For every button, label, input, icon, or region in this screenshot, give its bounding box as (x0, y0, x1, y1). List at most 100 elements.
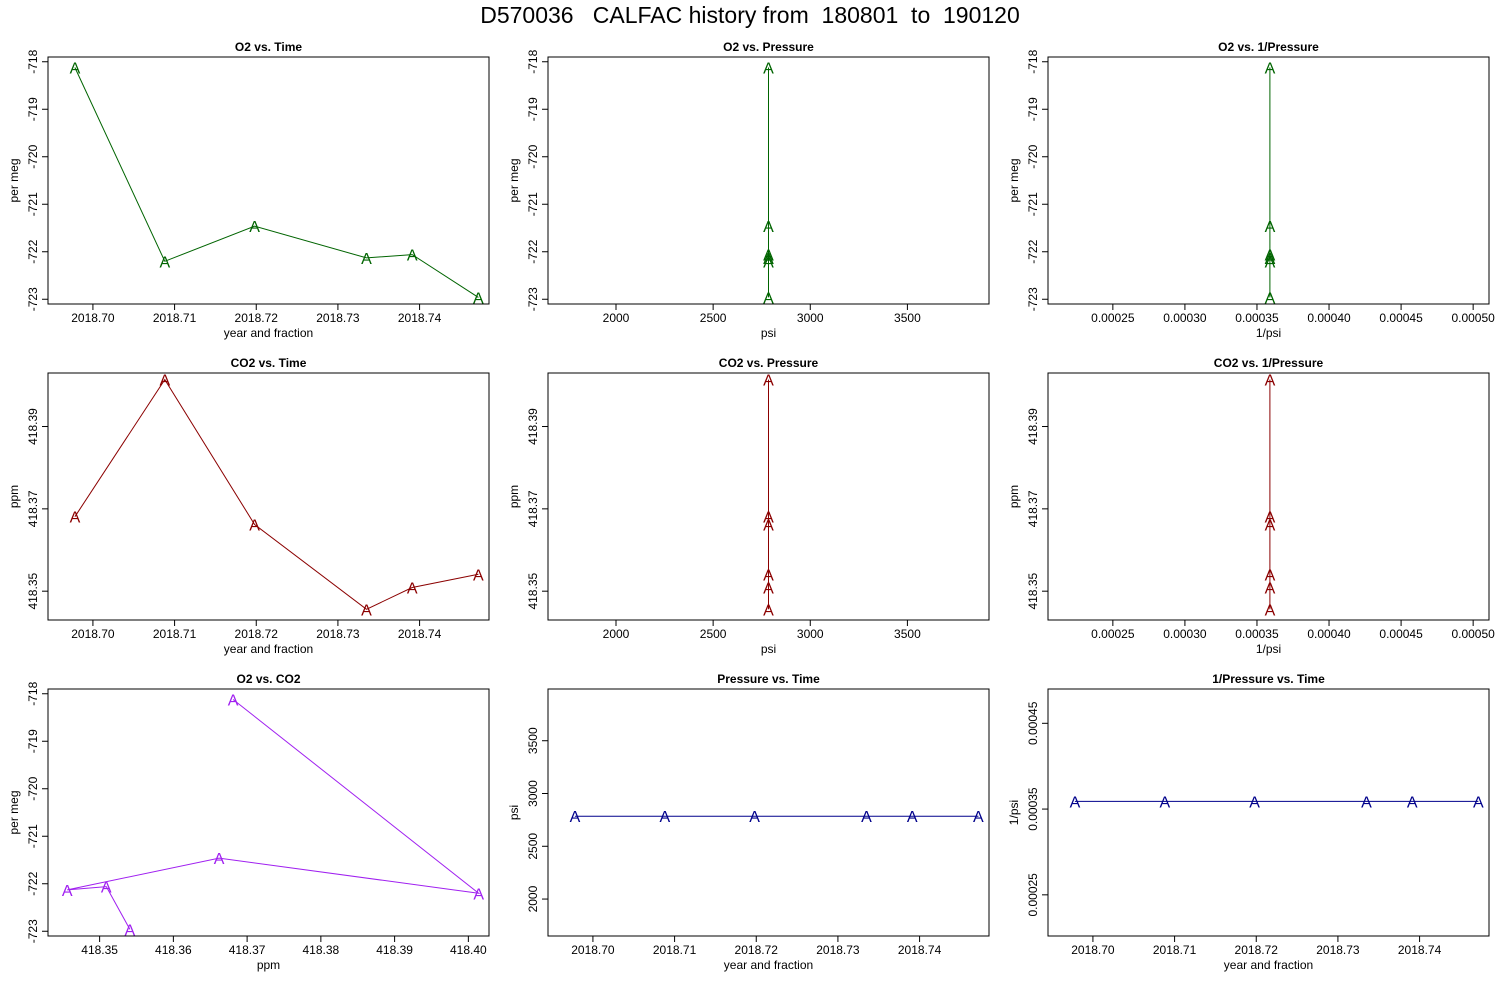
data-point-marker: A (763, 373, 774, 390)
x-axis-label: ppm (257, 958, 280, 972)
series-line (74, 378, 479, 610)
data-point-marker: A (763, 60, 774, 77)
plot-frame (1047, 372, 1490, 621)
x-tick-label: 0.00050 (1451, 627, 1495, 641)
x-tick-label: 2018.74 (898, 943, 942, 957)
y-tick-label: 3500 (526, 727, 540, 754)
panel-title: CO2 vs. 1/Pressure (1214, 356, 1324, 370)
y-tick-label: -723 (26, 919, 40, 943)
y-tick-label: -723 (526, 287, 540, 311)
data-point-marker: A (1265, 602, 1276, 619)
chart-panel-9: 1/Pressure vs. Time 2018.70 2018.71 2018.72… (1007, 672, 1490, 972)
x-tick-label: 2018.73 (316, 627, 360, 641)
y-tick-label: 0.00025 (1026, 873, 1040, 917)
data-point-marker: A (1265, 248, 1276, 265)
y-axis-label: per meg (507, 158, 521, 202)
data-point-marker: A (473, 886, 484, 903)
plot-frame (547, 372, 990, 621)
plot-frame (1047, 56, 1490, 305)
plot-frame (47, 688, 490, 937)
chart-panel-8: Pressure vs. Time 2018.70 2018.71 2018.72 20… (507, 672, 990, 972)
y-tick-label: 418.39 (526, 408, 540, 445)
panel-title: Pressure vs. Time (717, 672, 820, 686)
data-point-marker: A (763, 510, 774, 527)
y-axis-label: ppm (7, 485, 21, 508)
x-tick-label: 2018.70 (71, 311, 115, 325)
data-point-marker: A (659, 809, 670, 826)
data-point-marker: A (62, 883, 73, 900)
y-tick-label: 418.39 (1026, 408, 1040, 445)
data-point-marker: A (70, 510, 81, 527)
x-tick-label: 418.40 (450, 943, 487, 957)
data-point-marker: A (101, 880, 112, 897)
data-point-marker: A (70, 60, 81, 77)
data-point-marker: A (763, 254, 774, 271)
y-tick-label: 418.37 (526, 490, 540, 527)
chart-panel-1: O2 vs. Time 2018.70 2018.71 2018.72 2018.73 2… (7, 40, 490, 340)
x-tick-label: 0.00035 (1235, 311, 1279, 325)
y-tick-label: -723 (26, 287, 40, 311)
data-point-marker: A (1265, 580, 1276, 597)
x-tick-label: 0.00035 (1235, 627, 1279, 641)
chart-panel-5: CO2 vs. Pressure 2000 2500 3000 3500 418.35 41… (507, 356, 990, 656)
chart-panel-6: CO2 vs. 1/Pressure 0.00025 0.00030 0.00035 0… (1007, 356, 1495, 656)
y-tick-label: 2000 (526, 885, 540, 912)
data-point-marker: A (407, 580, 418, 597)
x-tick-label: 0.00045 (1379, 627, 1423, 641)
data-point-marker: A (1265, 219, 1276, 236)
data-point-marker: A (763, 219, 774, 236)
data-point-marker: A (159, 373, 170, 390)
data-point-marker: A (763, 567, 774, 584)
y-tick-label: -722 (526, 239, 540, 263)
data-point-marker: A (249, 517, 260, 534)
x-tick-label: 0.00025 (1091, 311, 1135, 325)
y-tick-label: -721 (1026, 192, 1040, 216)
plot-frame (1047, 688, 1490, 937)
data-point-marker: A (1265, 290, 1276, 307)
data-point-marker: A (763, 251, 774, 268)
panel-title: CO2 vs. Pressure (719, 356, 819, 370)
chart-panel-4: CO2 vs. Time 2018.70 2018.71 2018.72 2018.73… (7, 356, 490, 656)
x-tick-label: 2018.70 (71, 627, 115, 641)
y-tick-label: 3000 (526, 780, 540, 807)
x-tick-label: 3000 (797, 627, 824, 641)
data-point-marker: A (1070, 794, 1081, 811)
data-point-marker: A (1249, 794, 1260, 811)
data-point-marker: A (749, 809, 760, 826)
data-point-marker: A (125, 922, 136, 939)
data-point-marker: A (763, 602, 774, 619)
x-tick-label: 2018.72 (1235, 943, 1279, 957)
x-tick-label: 2018.71 (153, 311, 197, 325)
y-tick-label: -720 (26, 776, 40, 800)
data-point-marker: A (1473, 794, 1484, 811)
data-point-marker: A (361, 251, 372, 268)
data-point-marker: A (763, 248, 774, 265)
y-tick-label: 418.37 (1026, 490, 1040, 527)
x-tick-label: 418.35 (81, 943, 118, 957)
plot-frame (547, 688, 990, 937)
plot-frame (547, 56, 990, 305)
x-tick-label: 2018.74 (1398, 943, 1442, 957)
x-tick-label: 2000 (603, 627, 630, 641)
x-tick-label: 2018.70 (571, 943, 615, 957)
x-axis-label: year and fraction (1224, 958, 1313, 972)
y-tick-label: -720 (1026, 144, 1040, 168)
y-tick-label: -718 (526, 49, 540, 73)
x-axis-label: psi (761, 642, 776, 656)
plot-frame (47, 56, 490, 305)
panel-title: O2 vs. Time (235, 40, 302, 54)
plot-frame (47, 372, 490, 621)
x-tick-label: 418.39 (376, 943, 413, 957)
data-point-marker: A (1265, 517, 1276, 534)
y-tick-label: -722 (1026, 239, 1040, 263)
data-point-marker: A (214, 851, 225, 868)
panel-title: CO2 vs. Time (231, 356, 307, 370)
data-point-marker: A (570, 809, 581, 826)
x-axis-label: psi (761, 326, 776, 340)
y-tick-label: -719 (26, 97, 40, 121)
panel-title: 1/Pressure vs. Time (1212, 672, 1325, 686)
y-axis-label: ppm (507, 485, 521, 508)
data-point-marker: A (907, 809, 918, 826)
data-point-marker: A (473, 290, 484, 307)
